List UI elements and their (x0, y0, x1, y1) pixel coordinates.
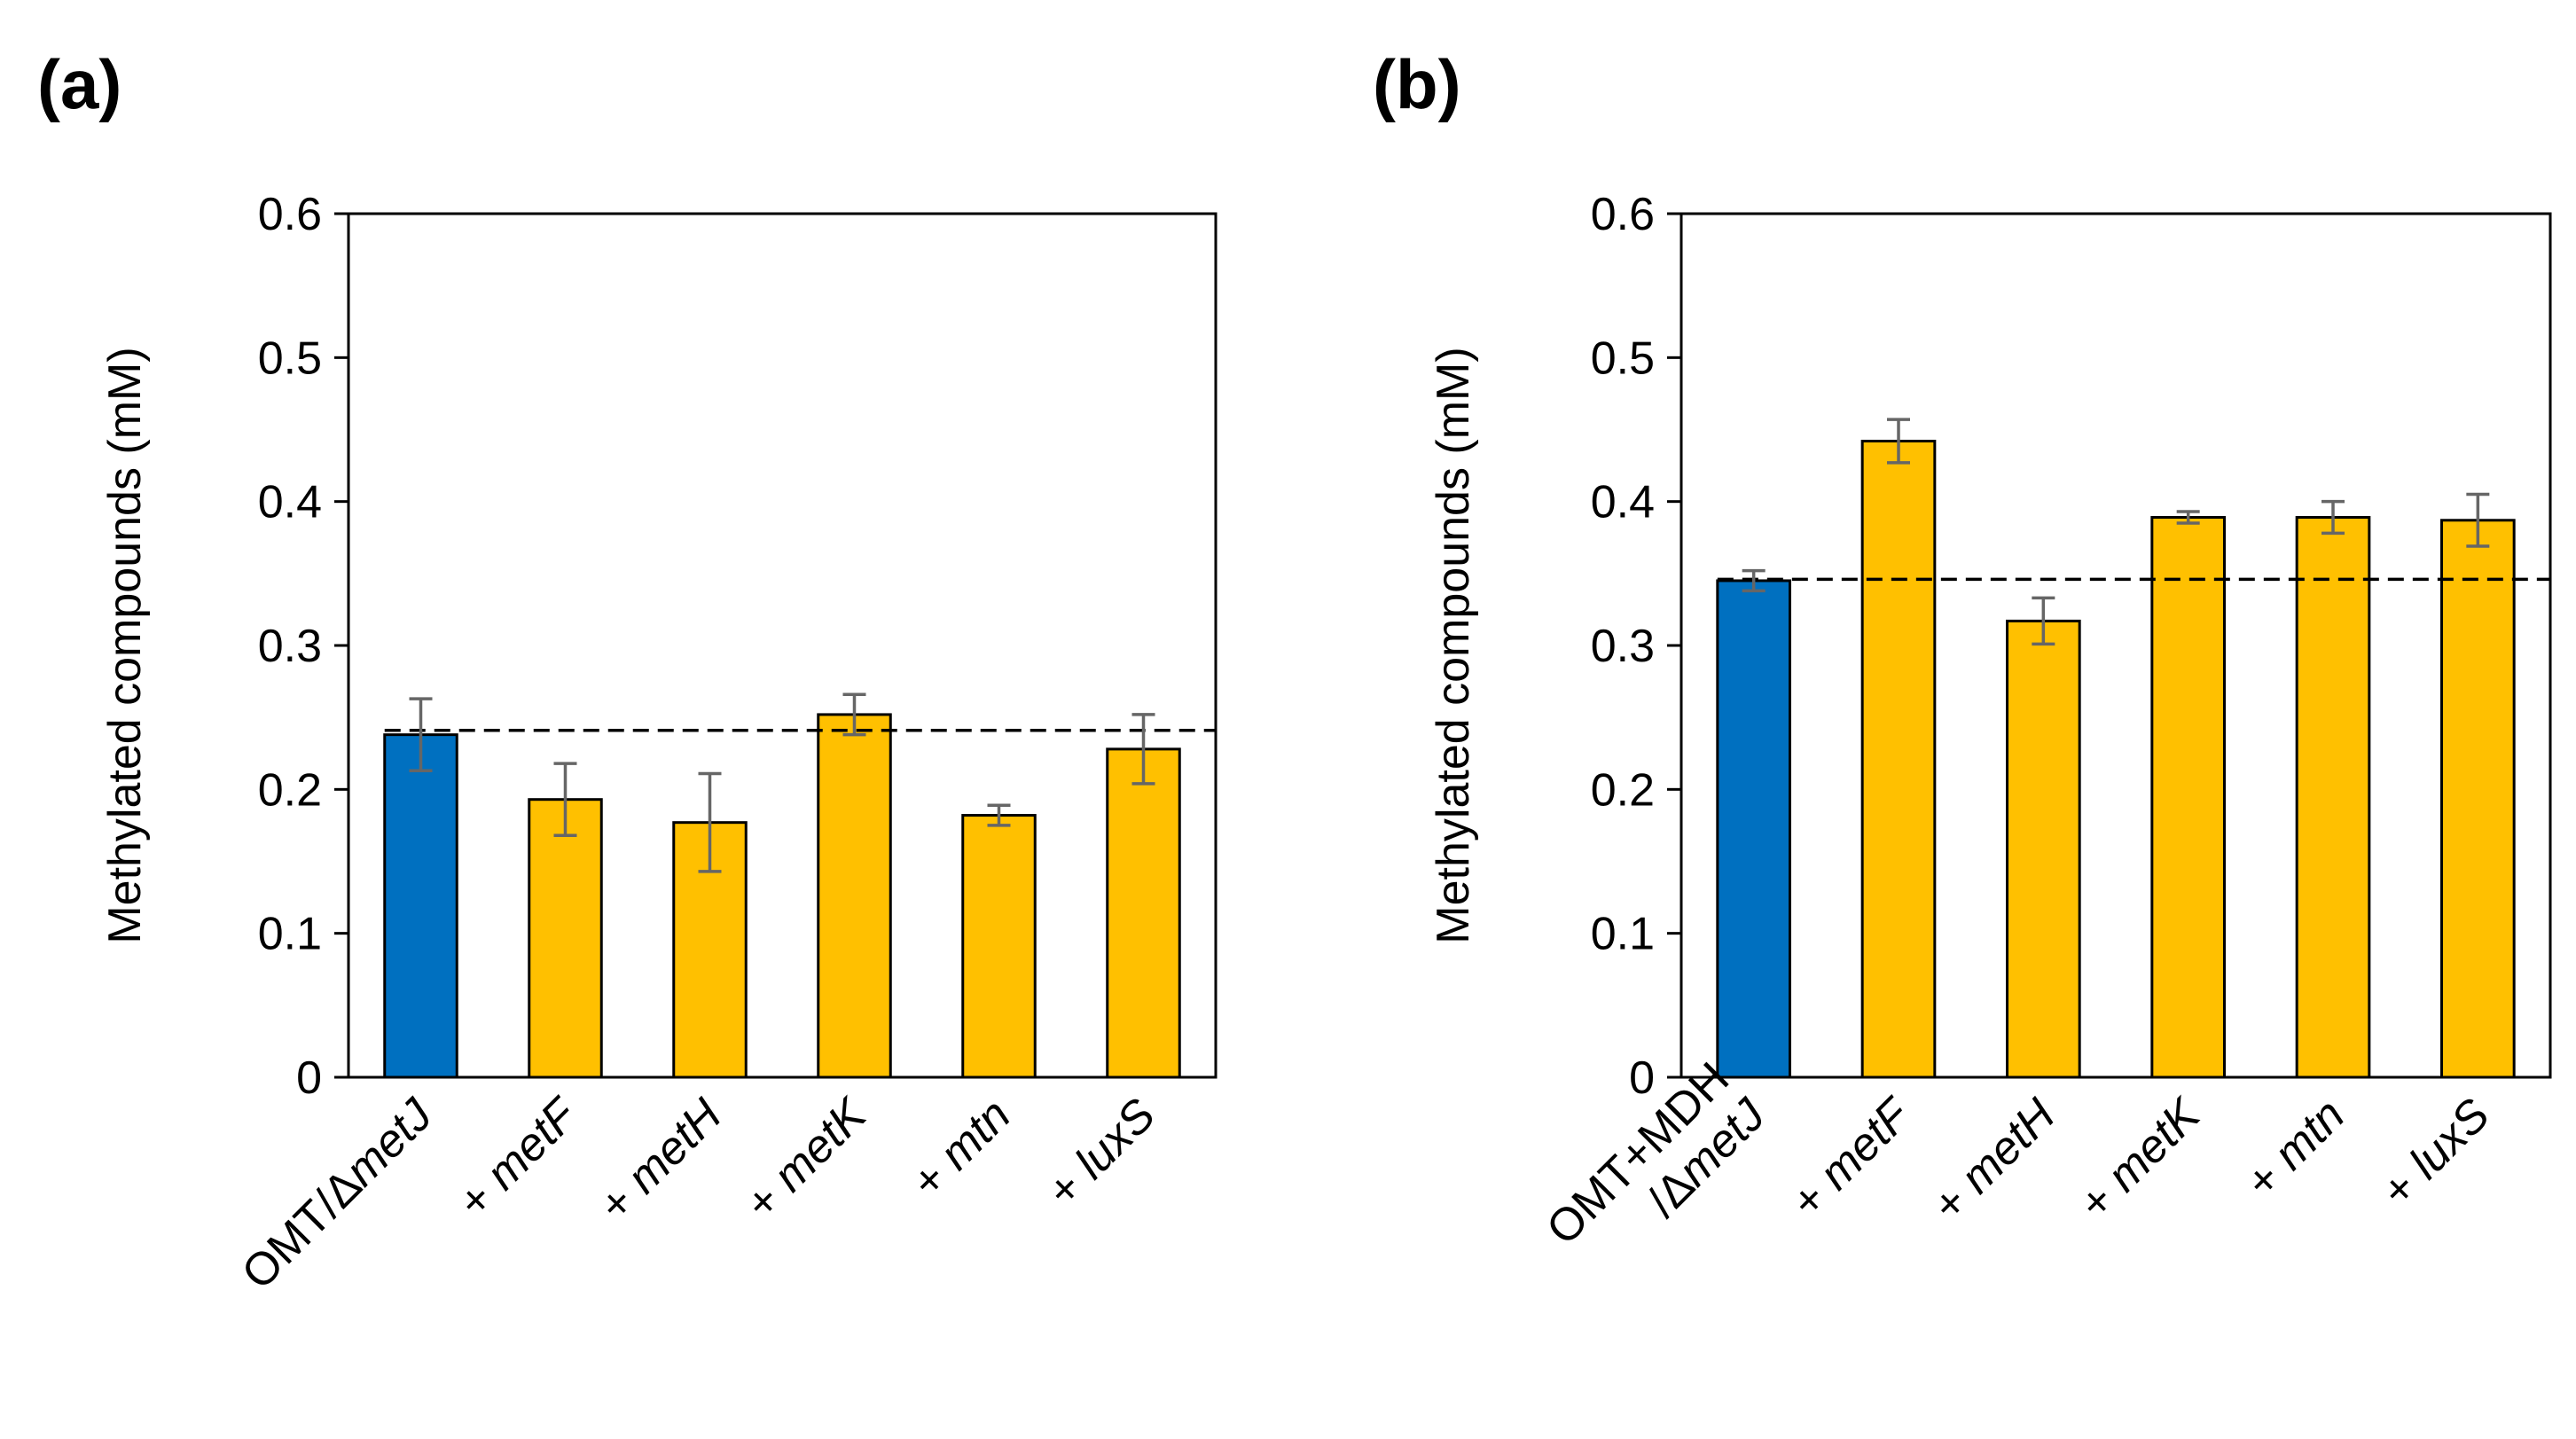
bar (2150, 516, 2226, 1079)
y-axis-label: Methylated compounds (mM) (1428, 347, 1479, 943)
error-bar (2322, 499, 2345, 536)
bar (2295, 516, 2371, 1079)
y-tick-label: 0 (1629, 1052, 1655, 1104)
error-bar (2466, 492, 2490, 548)
y-tick-label: 0.1 (258, 909, 322, 960)
error-bar (698, 771, 722, 873)
x-category-label: + metK (735, 1088, 877, 1230)
bar (1106, 747, 1181, 1079)
x-category-label: + metK (2070, 1088, 2212, 1230)
bar (1860, 439, 1937, 1079)
x-category-label: + luxS (2372, 1089, 2500, 1216)
panel-label: (a) (37, 45, 121, 123)
x-category-label: + metH (1922, 1089, 2065, 1232)
y-tick-label: 0 (296, 1052, 322, 1104)
bar (2006, 619, 2081, 1079)
x-category-label: + metF (1781, 1087, 1922, 1228)
bar (1716, 579, 1792, 1079)
panel-a: (a) 0 0.1 0.2 0.3 0.4 0.5 0.6 Methylated compoun… (37, 45, 1218, 1300)
error-bar (409, 697, 433, 772)
error-bar (2032, 596, 2055, 646)
x-category-label: + metH (589, 1089, 732, 1232)
error-bar (842, 692, 866, 737)
error-bar (2176, 510, 2200, 525)
y-tick-label: 0.2 (1591, 764, 1655, 816)
y-tick-label: 0.3 (1591, 621, 1655, 672)
bar (383, 733, 458, 1079)
bar (528, 798, 603, 1079)
plot-frame (1679, 212, 2552, 1079)
panel-label: (b) (1373, 45, 1461, 123)
error-bar (987, 803, 1011, 827)
y-tick-label: 0.2 (258, 764, 322, 816)
y-tick-label: 0.5 (258, 332, 322, 384)
y-axis-label: Methylated compounds (mM) (99, 347, 151, 943)
y-tick-label: 0.4 (258, 477, 322, 528)
error-bar (1742, 568, 1766, 593)
plot-frame (347, 212, 1218, 1079)
y-tick-label: 0.5 (1591, 332, 1655, 384)
error-bar (1131, 713, 1155, 786)
error-bar (553, 762, 577, 838)
y-tick-label: 0.1 (1591, 909, 1655, 960)
x-category-label: OMT/ΔmetJ (232, 1089, 443, 1300)
x-category-label: + luxS (1037, 1089, 1165, 1216)
y-tick-label: 0.4 (1591, 477, 1655, 528)
bar (817, 713, 892, 1079)
bar (2440, 519, 2516, 1079)
x-category-label: + metF (449, 1087, 590, 1228)
x-category-label: + mtn (902, 1089, 1021, 1208)
x-category-label: + mtn (2235, 1089, 2354, 1208)
bar (961, 814, 1037, 1079)
y-tick-label: 0.6 (1591, 189, 1655, 240)
y-tick-label: 0.3 (258, 621, 322, 672)
y-tick-label: 0.6 (258, 189, 322, 240)
panel-b: (b) 0 0.1 0.2 0.3 0.4 0.5 0.6 Methylated compoun… (1373, 45, 2552, 1255)
error-bar (1887, 418, 1910, 465)
